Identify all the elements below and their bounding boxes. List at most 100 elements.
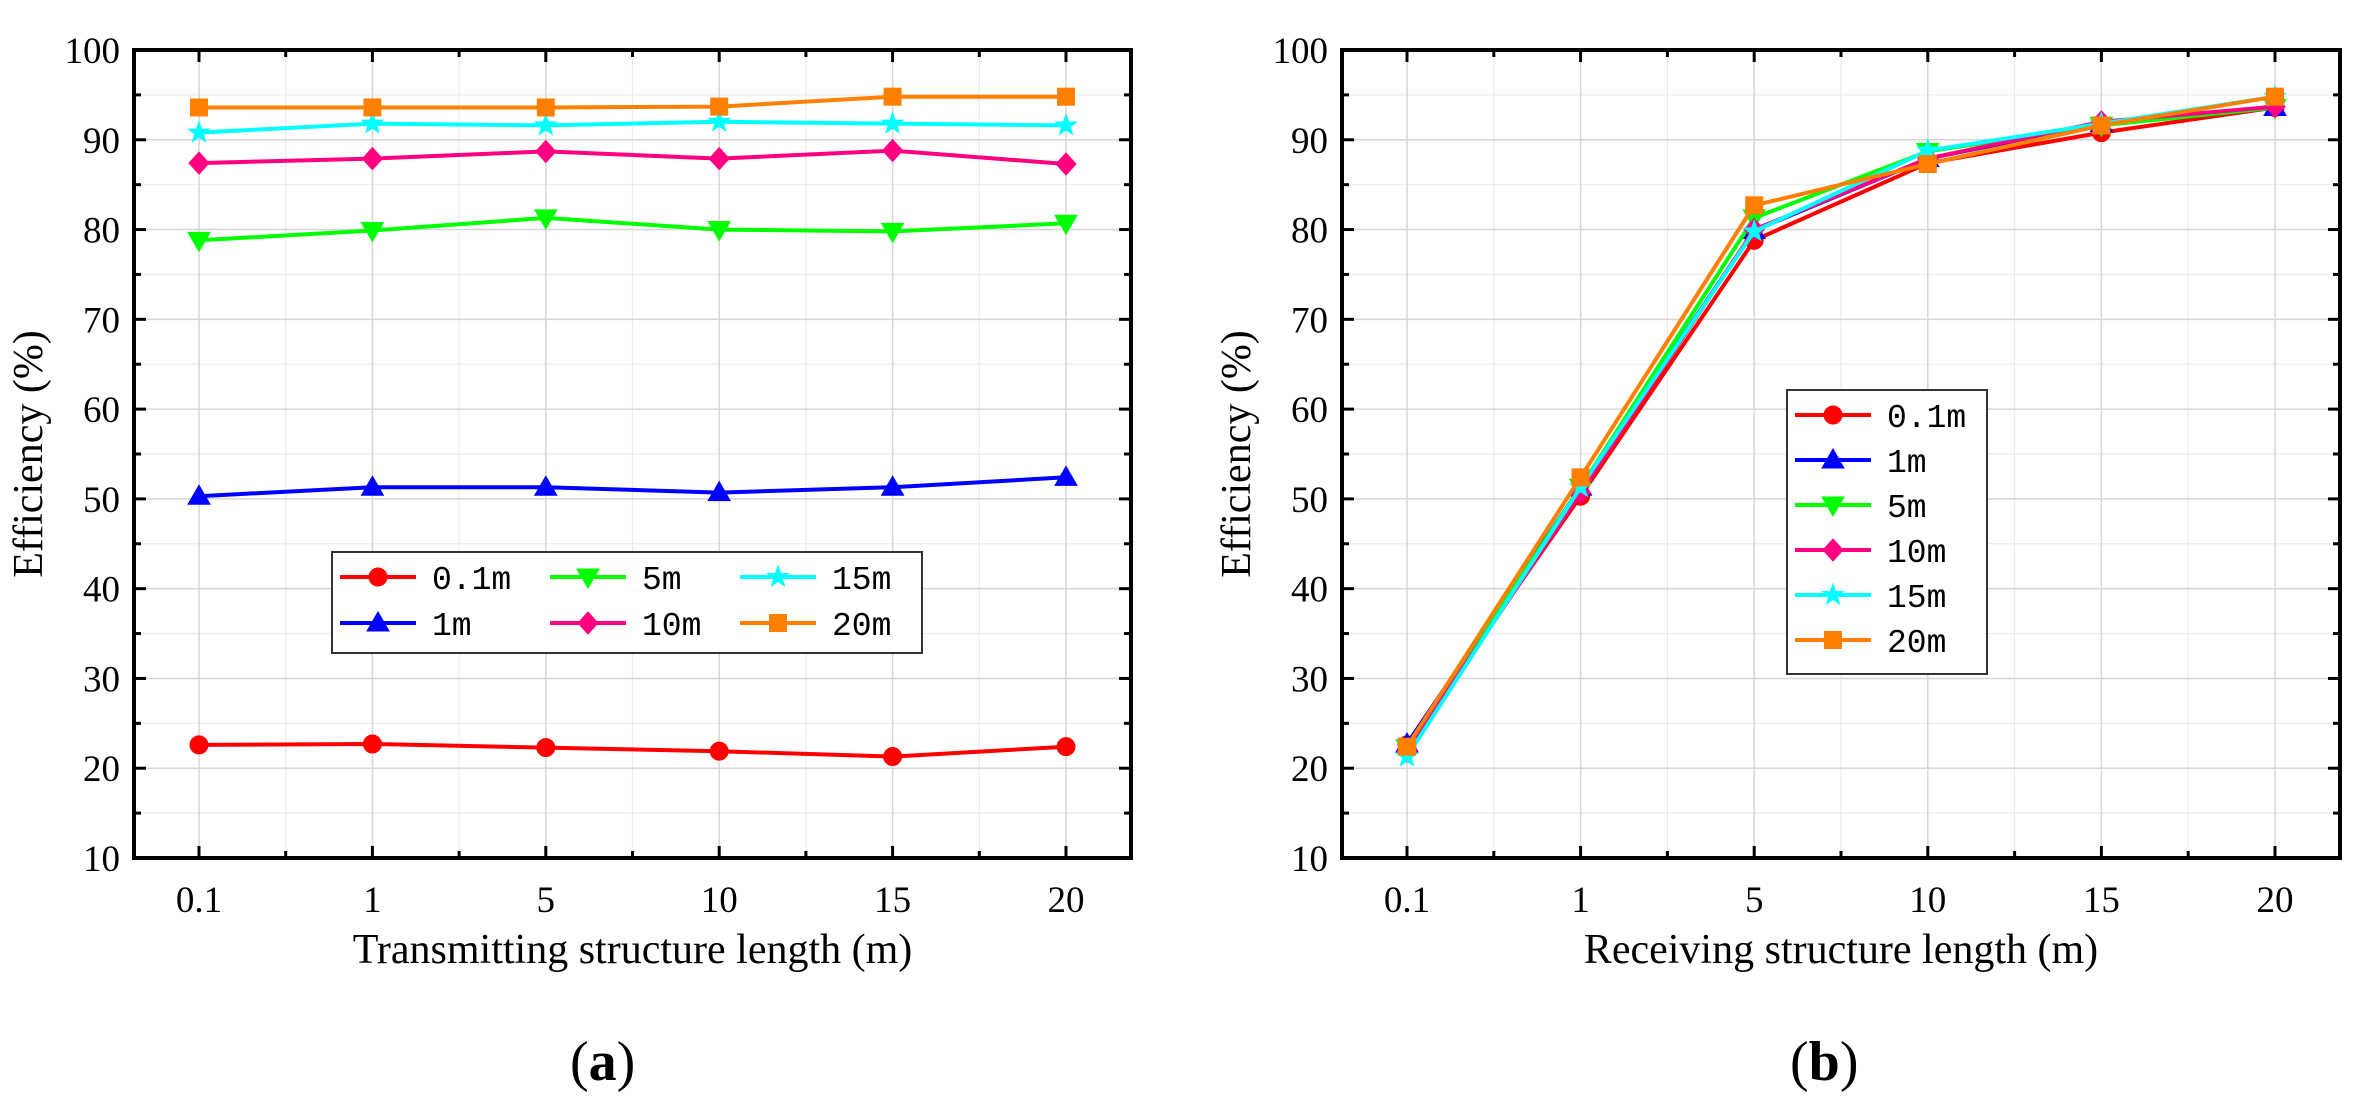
y-axis-label: Efficiency (%) [6,330,52,578]
x-tick-label: 1 [363,880,382,921]
data-point [187,120,211,143]
legend-marker [769,614,787,632]
legend-label: 5m [1887,490,1927,527]
legend-label: 20m [1887,625,1946,662]
series-line [198,119,1067,135]
data-point [362,734,382,754]
legend-marker [576,568,600,589]
y-axis-label: Efficiency (%) [1214,330,1260,578]
legend-label: 20m [832,608,891,645]
x-tick-label: 15 [874,880,911,921]
x-tick-label: 15 [2083,880,2120,921]
data-point [360,221,385,243]
data-point [1054,214,1078,236]
legend-marker [1821,448,1845,469]
data-point [1745,196,1764,215]
data-point [707,109,732,132]
series-line [198,215,1067,243]
legend: 0.1m 1m 5m 10m 15m 20m [331,551,923,654]
y-tick-label: 10 [83,839,120,880]
data-point [1054,465,1078,486]
y-tick-label: 100 [1273,31,1329,72]
data-point [880,222,905,244]
y-tick-label: 50 [83,480,120,521]
legend-item: 20m [1795,625,1946,662]
legend-marker [1823,405,1843,425]
legend-item: 0.1m [1795,400,1966,437]
data-point [536,738,556,758]
data-point [1054,112,1078,136]
data-point [883,87,902,106]
y-tick-label: 30 [1291,659,1328,700]
x-tick-label: 20 [2257,880,2294,921]
panel-label-b: (b) [1790,1031,1859,1093]
data-point [533,475,558,496]
data-point [2266,87,2284,106]
series-10m [188,138,1077,176]
legend-box [331,551,923,654]
legend-marker [577,611,599,635]
data-point [1742,218,1767,242]
series-20m [190,87,1075,117]
legend-item: 10m [1795,535,1946,572]
legend-item: 1m [1795,445,1927,482]
legend-marker [1821,582,1845,606]
legend-item: 15m [1795,580,1946,617]
data-point [1918,155,1937,174]
y-tick-label: 50 [1291,480,1328,521]
series-0.1m [189,734,1076,767]
series-5m [187,209,1078,253]
series-line [198,148,1067,166]
data-point [1057,87,1075,106]
legend-item: 1m [340,608,472,645]
y-tick-label: 40 [83,570,120,611]
legend-box [1786,389,1988,675]
y-tick-label: 40 [1291,570,1328,611]
series-20m [1398,87,2284,756]
legend-item: 10m [550,608,701,645]
data-point [1571,468,1590,487]
x-tick-label: 10 [1909,880,1946,921]
legend-label: 1m [1887,445,1927,482]
y-tick-label: 20 [83,749,120,790]
legend-item: 5m [550,562,682,599]
data-point [188,151,210,175]
data-point [533,209,558,230]
series-15m [187,109,1078,143]
y-tick-label: 90 [83,121,120,162]
legend-item: 15m [740,562,891,599]
x-tick-label: 5 [537,880,556,921]
x-tick-label: 10 [701,880,738,921]
y-tick-label: 60 [1291,390,1328,431]
x-tick-label: 20 [1048,880,1085,921]
legend-label: 10m [1887,535,1946,572]
data-point [536,98,555,117]
data-point [880,475,905,496]
data-point [360,475,385,496]
data-point [708,146,730,171]
data-point [361,146,384,171]
legend: 0.1m 1m 5m 10m 15m 20m [1786,389,1988,675]
data-point [881,138,904,163]
data-point [533,112,558,136]
data-point [707,221,732,242]
y-tick-label: 70 [83,300,120,341]
legend-marker [1821,496,1845,517]
x-tick-label: 1 [1571,880,1590,921]
y-tick-label: 90 [1291,121,1328,162]
legend-marker [368,567,388,587]
y-tick-label: 20 [1291,749,1328,790]
data-point [880,111,905,134]
series-line [198,742,1067,759]
data-point [883,747,903,767]
data-point [535,139,557,164]
y-tick-label: 10 [1291,839,1328,880]
data-point [1056,737,1076,757]
legend-label: 10m [642,608,701,645]
legend-label: 0.1m [1887,400,1966,437]
series-line [198,475,1067,499]
data-point [189,735,209,755]
data-point [187,231,211,253]
legend-label: 5m [642,562,682,599]
